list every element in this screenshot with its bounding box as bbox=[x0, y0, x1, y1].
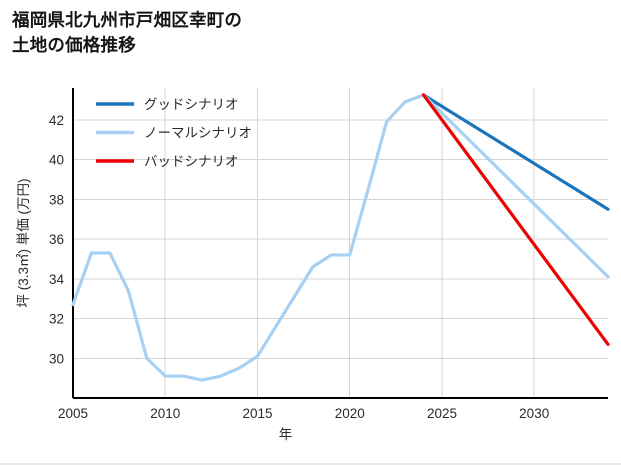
x-axis-title: 年 bbox=[279, 427, 293, 442]
series-line-good bbox=[421, 93, 610, 211]
legend-label-bad: バッドシナリオ bbox=[144, 154, 239, 169]
series-line-normal bbox=[71, 93, 610, 382]
y-tick-labels: 30 32 34 36 38 40 42 bbox=[49, 113, 65, 366]
y-tick-label: 40 bbox=[49, 153, 64, 168]
y-axis-title: 坪 (3.3㎡) 単価 (万円) bbox=[16, 178, 31, 307]
x-tick-label: 2005 bbox=[58, 406, 88, 421]
legend-label-normal: ノーマルシナリオ bbox=[144, 126, 252, 141]
axis-titles: 年 坪 (3.3㎡) 単価 (万円) bbox=[16, 178, 292, 442]
y-tick-label: 42 bbox=[49, 113, 64, 128]
x-tick-label: 2010 bbox=[150, 406, 180, 421]
x-tick-label: 2020 bbox=[335, 406, 365, 421]
series-line-bad bbox=[421, 93, 610, 346]
y-tick-label: 30 bbox=[49, 351, 64, 366]
series-lines bbox=[71, 93, 610, 382]
grid-lines bbox=[73, 88, 608, 398]
page-title: 福岡県北九州市戸畑区幸町の 土地の価格推移 bbox=[12, 10, 243, 55]
axis-spines bbox=[72, 88, 608, 399]
x-tick-label: 2030 bbox=[519, 406, 549, 421]
legend-label-good: グッドシナリオ bbox=[144, 97, 239, 112]
footer-divider bbox=[0, 463, 621, 465]
y-tick-label: 34 bbox=[49, 272, 65, 287]
x-tick-labels: 2005 2010 2015 2020 2025 2030 bbox=[58, 406, 549, 421]
x-tick-label: 2025 bbox=[427, 406, 457, 421]
y-tick-label: 32 bbox=[49, 312, 64, 327]
y-tick-label: 38 bbox=[49, 192, 64, 207]
x-tick-label: 2015 bbox=[242, 406, 272, 421]
y-tick-label: 36 bbox=[49, 232, 64, 247]
